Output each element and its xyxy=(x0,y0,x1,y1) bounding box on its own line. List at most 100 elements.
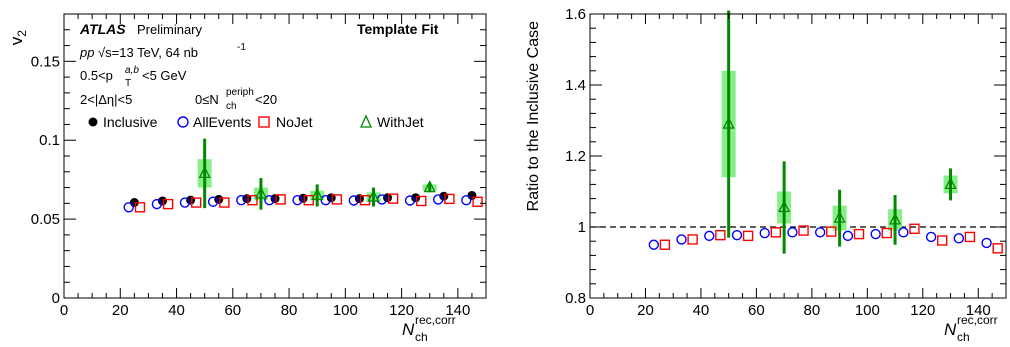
legend-label-nojet: NoJet xyxy=(276,114,313,130)
left-x-axis-label-sup: rec,corr xyxy=(415,313,456,327)
left-allevents-point xyxy=(292,194,303,206)
left-allevents-point xyxy=(207,196,219,207)
legend-marker-nojet xyxy=(258,116,270,128)
nch-range-sub: ch xyxy=(226,101,237,112)
left-nojet-point xyxy=(303,194,314,206)
left-x-tick-label: 80 xyxy=(281,302,298,319)
collision-pp: pp xyxy=(79,45,94,60)
left-inclusive-point xyxy=(467,190,477,200)
left-nojet-point xyxy=(416,195,427,207)
pt-range-hi: <5 GeV xyxy=(142,68,187,83)
right-allevents-point xyxy=(704,230,715,242)
left-withjet-point xyxy=(423,180,436,193)
right-allevents-point xyxy=(981,237,992,249)
right-nojet-point xyxy=(798,225,809,236)
left-y-axis-label: v2 xyxy=(7,30,29,46)
right-nojet-point xyxy=(659,239,671,250)
left-x-tick-label: 0 xyxy=(60,302,68,319)
right-y-axis-label: Ratio to the Inclusive Case xyxy=(525,21,542,211)
right-y-tick-label: 0.8 xyxy=(565,290,586,307)
pt-range-lo: 0.5<p xyxy=(80,68,113,83)
left-x-axis-label: N xyxy=(402,320,415,339)
right-nojet-point xyxy=(909,223,920,234)
right-x-tick-label: 40 xyxy=(693,302,710,319)
right-x-axis-label-sub: ch xyxy=(957,330,970,344)
collision-energy: √s=13 TeV, 64 nb xyxy=(98,45,198,60)
left-nojet-point xyxy=(472,196,483,207)
status-label: Preliminary xyxy=(137,22,203,37)
left-y-tick-label: 0.1 xyxy=(39,132,60,149)
left-axis-ticks: 0 20 40 60 80 100 120 140 0 0.05 0.1 0.15 xyxy=(31,13,487,319)
right-y-tick-label: 1.4 xyxy=(565,77,586,94)
right-withjet-point xyxy=(889,212,902,225)
left-allevents-point xyxy=(264,194,275,206)
right-nojet-point xyxy=(687,234,698,245)
right-allevents-point xyxy=(925,231,937,243)
right-allevents-point xyxy=(814,227,826,238)
right-allevents-point xyxy=(842,230,854,242)
left-nojet-point xyxy=(247,194,258,206)
left-inclusive-point xyxy=(214,194,224,204)
right-x-tick-label: 20 xyxy=(637,302,654,319)
pt-range-sub: T xyxy=(125,78,131,89)
right-plot-data xyxy=(590,10,1006,254)
right-allevents-point xyxy=(953,233,965,244)
left-x-tick-label: 20 xyxy=(112,302,129,319)
left-plot-data xyxy=(123,138,483,213)
right-nojet-point xyxy=(853,228,865,240)
right-x-tick-label: 100 xyxy=(855,302,880,319)
right-x-tick-label: 60 xyxy=(748,302,765,319)
legend-label-allevents: AllEvents xyxy=(193,114,251,130)
left-inclusive-point xyxy=(411,193,421,203)
right-nojet-point xyxy=(715,229,726,241)
left-y-tick-label: 0 xyxy=(52,290,60,307)
right-allevents-point xyxy=(787,227,798,238)
left-withjet-point xyxy=(367,189,380,202)
left-allevents-point xyxy=(432,194,444,205)
left-x-tick-label: 100 xyxy=(333,302,358,319)
left-nojet-point xyxy=(444,193,455,205)
right-plot-frame xyxy=(589,13,1007,299)
right-allevents-point xyxy=(898,227,909,238)
legend-marker-inclusive xyxy=(88,117,98,127)
right-nojet-point xyxy=(964,231,976,243)
right-nojet-point xyxy=(992,243,1003,254)
left-allevents-point xyxy=(123,202,134,213)
right-withjet-point xyxy=(778,200,791,213)
right-nojet-point xyxy=(881,227,892,239)
legend-marker-allevents xyxy=(177,116,189,128)
left-nojet-point xyxy=(219,197,230,208)
left-inclusive-point xyxy=(157,196,167,206)
left-x-tick-label: 140 xyxy=(445,302,470,319)
atlas-label: ATLAS xyxy=(79,21,126,37)
right-allevents-point xyxy=(731,229,743,241)
left-x-tick-label: 120 xyxy=(389,302,414,319)
left-y-tick-label: 0.15 xyxy=(31,53,60,70)
method-label: Template Fit xyxy=(357,21,439,37)
left-nojet-point xyxy=(387,193,399,204)
right-panel-ratio: 0 20 40 60 80 100 120 140 0.8 1 1.2 1.4 1.6 Ratio to… xyxy=(525,6,1007,344)
left-allevents-point xyxy=(236,194,247,206)
right-nojet-point xyxy=(770,227,782,238)
left-x-tick-label: 60 xyxy=(224,302,241,319)
pt-range-sup: a,b xyxy=(125,65,139,76)
left-x-tick-label: 40 xyxy=(168,302,185,319)
left-panel-v2: 0 20 40 60 80 100 120 140 0 0.05 0.1 0.15 v2 N ch r… xyxy=(7,13,487,344)
right-x-tick-label: 80 xyxy=(804,302,821,319)
right-x-axis-label: N xyxy=(944,320,957,339)
right-y-tick-label: 1 xyxy=(578,219,586,236)
left-withjet-point xyxy=(254,186,267,199)
legend-label-withjet: WithJet xyxy=(377,114,424,130)
left-allevents-point xyxy=(151,198,163,210)
left-nojet-point xyxy=(191,197,202,208)
right-nojet-point xyxy=(742,230,754,242)
nch-range-sup: periph xyxy=(226,87,254,98)
legend-label-inclusive: Inclusive xyxy=(103,114,158,130)
left-allevents-point xyxy=(348,195,359,206)
nch-range-lo: 0≤N xyxy=(195,92,219,107)
right-nojet-point xyxy=(937,235,948,246)
right-x-axis-label-sup: rec,corr xyxy=(957,313,998,327)
right-withjet-point xyxy=(833,210,846,223)
eta-cut: 2<|Δη|<5 xyxy=(80,92,132,107)
